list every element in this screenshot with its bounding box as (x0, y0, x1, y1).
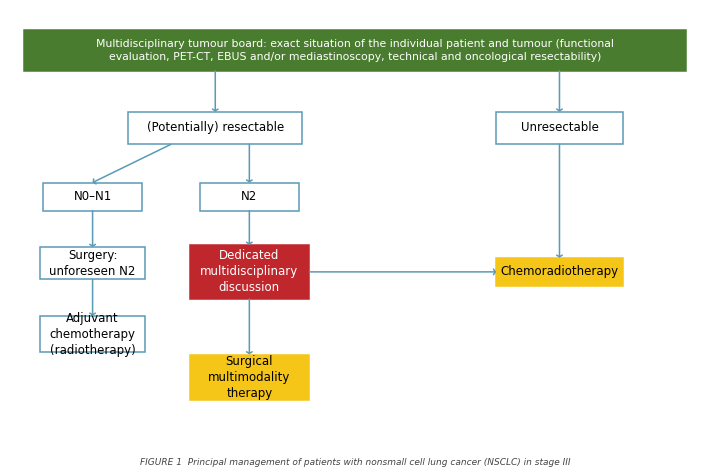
Text: Surgical
multimodality
therapy: Surgical multimodality therapy (208, 354, 290, 400)
FancyBboxPatch shape (190, 245, 309, 299)
FancyBboxPatch shape (43, 183, 142, 211)
FancyBboxPatch shape (40, 247, 146, 279)
Text: FIGURE 1  Principal management of patients with nonsmall cell lung cancer (NSCLC: FIGURE 1 Principal management of patient… (140, 458, 570, 467)
Text: N2: N2 (241, 190, 258, 203)
Text: Unresectable: Unresectable (520, 121, 599, 135)
Text: Surgery:
unforeseen N2: Surgery: unforeseen N2 (50, 249, 136, 278)
Text: Multidisciplinary tumour board: exact situation of the individual patient and tu: Multidisciplinary tumour board: exact si… (96, 40, 614, 62)
Text: Chemoradiotherapy: Chemoradiotherapy (501, 265, 618, 278)
Text: N0–N1: N0–N1 (73, 190, 111, 203)
FancyBboxPatch shape (190, 354, 309, 400)
FancyBboxPatch shape (24, 30, 686, 71)
FancyBboxPatch shape (200, 183, 299, 211)
FancyBboxPatch shape (40, 316, 146, 353)
FancyBboxPatch shape (129, 112, 302, 144)
Text: (Potentially) resectable: (Potentially) resectable (147, 121, 284, 135)
Text: Adjuvant
chemotherapy
(radiotherapy): Adjuvant chemotherapy (radiotherapy) (50, 312, 136, 357)
Text: Dedicated
multidisciplinary
discussion: Dedicated multidisciplinary discussion (200, 249, 298, 295)
FancyBboxPatch shape (496, 258, 623, 286)
FancyBboxPatch shape (496, 112, 623, 144)
